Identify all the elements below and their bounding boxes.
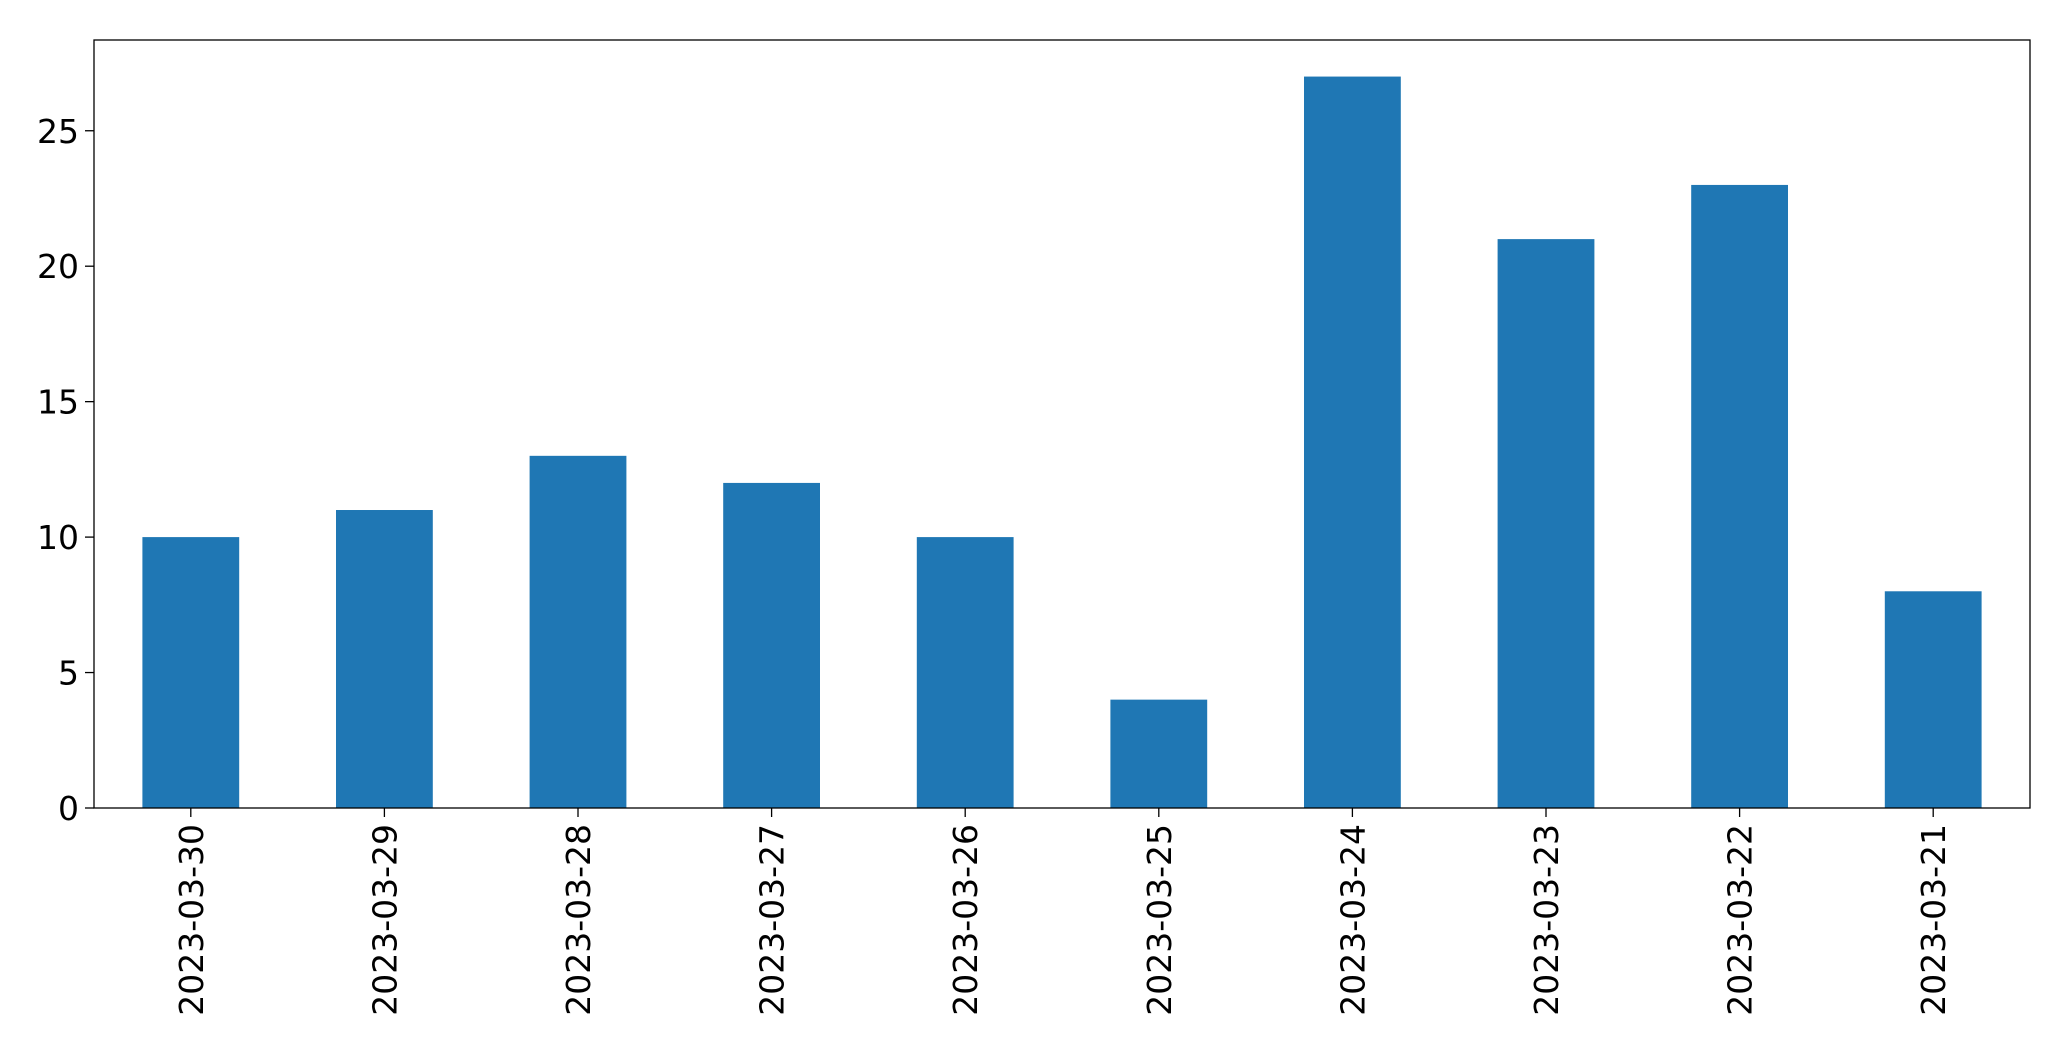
y-tick-label: 10 [37,518,79,557]
bar [1497,239,1595,809]
x-tick-label: 2023-03-25 [1140,824,1179,1016]
x-tick-label: 2023-03-26 [946,824,985,1016]
bar [142,537,240,808]
bar [723,482,820,808]
x-tick-label: 2023-03-24 [1333,824,1372,1016]
plot-frame [93,39,2031,809]
y-tick-label: 20 [37,247,79,286]
x-tick-label: 2023-03-23 [1527,824,1566,1016]
x-tick-label: 2023-03-27 [753,824,792,1016]
bar [336,510,433,808]
y-tick-label: 25 [37,112,79,151]
bar [529,455,627,808]
y-tick-label: 0 [58,789,79,828]
bar [1304,76,1401,809]
x-tick-label: 2023-03-22 [1721,824,1760,1016]
y-tick-label: 15 [37,383,79,422]
x-tick-label: 2023-03-28 [559,824,598,1016]
y-tick-label: 5 [58,654,79,693]
bar [1884,591,1982,808]
bar [916,537,1014,808]
x-tick-label: 2023-03-21 [1914,824,1953,1016]
x-tick-label: 2023-03-30 [172,824,211,1016]
bar [1110,699,1208,808]
x-tick-label: 2023-03-29 [365,824,404,1016]
bar [1691,184,1788,808]
